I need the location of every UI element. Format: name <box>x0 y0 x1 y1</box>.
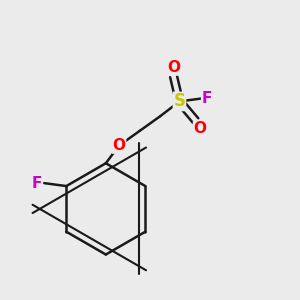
Text: F: F <box>32 176 42 190</box>
Text: S: S <box>173 92 185 110</box>
Text: O: O <box>167 60 180 75</box>
Text: F: F <box>202 91 212 106</box>
Text: O: O <box>112 138 126 153</box>
Text: O: O <box>194 121 207 136</box>
